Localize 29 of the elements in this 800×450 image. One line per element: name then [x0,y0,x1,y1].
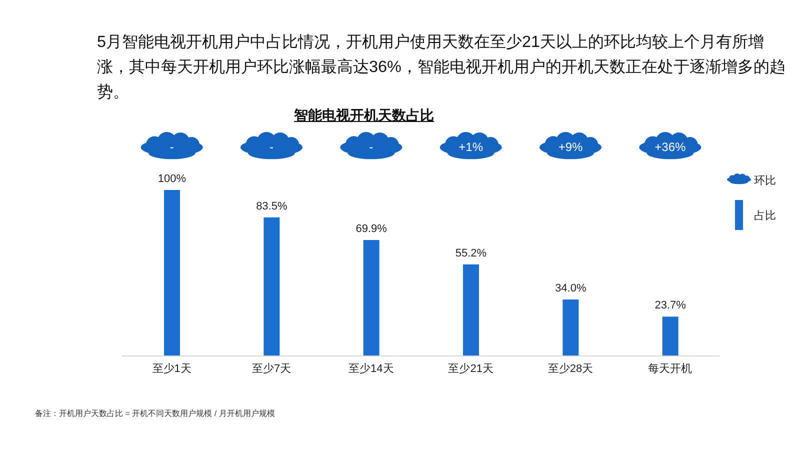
data-label: 69.9% [356,222,388,235]
text: +1% [458,140,484,154]
text: - [170,140,174,154]
text: - [270,140,274,154]
bar [363,240,380,356]
bar [463,264,479,356]
data-label: 34.0% [555,282,586,295]
chart-subtitle: 智能电视开机天数占比 [294,107,434,123]
bar [562,300,579,356]
bar [264,217,280,356]
bar [662,316,678,356]
x-tick-label: 至少14天 [348,362,394,375]
x-tick-label: 至少1天 [152,362,192,375]
data-label: 100% [158,173,186,185]
x-tick-label: 至少21天 [448,362,494,375]
text: +9% [558,140,583,154]
data-label: 55.2% [455,247,487,260]
text: 备注：开机用户天数占比 = 开机不同天数用户规模 / 月开机用户规模 [35,408,275,419]
text: - [369,140,374,154]
data-label: 83.5% [256,200,288,212]
data-label: 23.7% [654,300,686,312]
x-tick-label: 至少7天 [252,362,292,375]
text: 占比 [754,208,776,222]
bar [164,190,180,356]
text: 环比 [754,174,776,188]
x-tick-label: 至少28天 [548,362,594,375]
chart-title: 5月智能电视开机用户中占比情况，开机用户使用天数在至少21天以上的环比均较上个月有所增涨，其中每天开机用户环比涨幅最高达36%，智能电视开机用户的开机天数正在处于逐渐增多的趋势。 [97,32,786,103]
text: +36% [654,140,686,154]
x-tick-label: 每天开机 [648,362,692,375]
